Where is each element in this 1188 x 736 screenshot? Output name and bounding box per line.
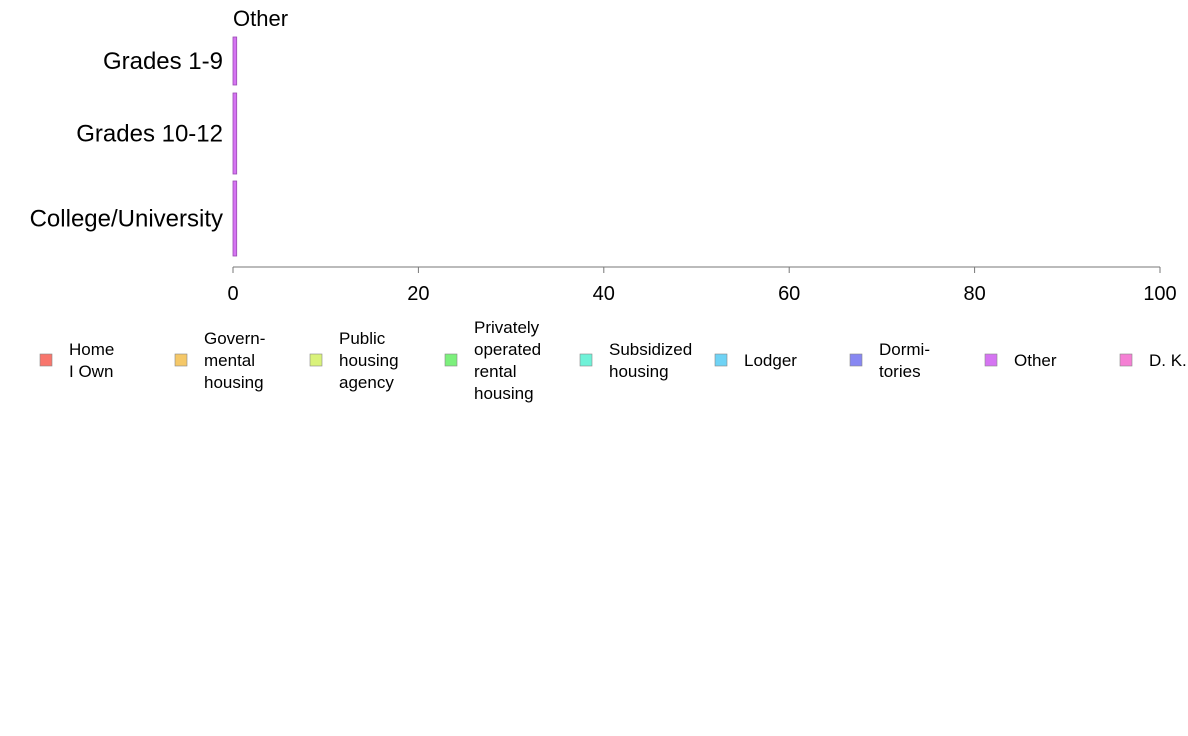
bar [232,92,238,175]
x-tick-label: 60 [778,283,800,305]
x-tick-label: 0 [227,283,238,305]
legend-label: rental [474,362,517,381]
legend-item: Public housing agency [309,329,399,392]
legend-label: Lodger [744,351,797,370]
legend-item: Privately operated rental housing [444,318,541,403]
legend-label: housing [609,362,669,381]
legend-label: I Own [69,362,113,381]
legend-label: Other [1014,351,1057,370]
legend-label: operated [474,340,541,359]
legend-item: D. K. [1119,351,1187,370]
legend-label: Privately [474,318,540,337]
legend-swatch [579,353,593,367]
chart-title: Other [233,6,288,31]
legend-label: Dormi- [879,340,930,359]
x-tick-label: 80 [963,283,985,305]
legend-label: Home [69,340,114,359]
legend-swatch [714,353,728,367]
legend-swatch [444,353,458,367]
legend-swatch [1119,353,1133,367]
legend-swatch [174,353,188,367]
legend-label: housing [204,373,264,392]
x-tick-label: 20 [407,283,429,305]
legend-label: mental [204,351,255,370]
legend-label: tories [879,362,921,381]
legend-swatch [39,353,53,367]
category-labels: Grades 1-9 Grades 10-12 College/University [30,48,223,233]
legend-label: agency [339,373,394,392]
legend-label: Subsidized [609,340,692,359]
legend-item: Subsidized housing [579,340,692,381]
legend-item: Govern-mental housing [174,329,265,392]
category-label: Grades 1-9 [103,48,223,75]
legend-label: housing [474,384,534,403]
legend-label: Govern- [204,329,265,348]
category-label: College/University [30,206,223,233]
legend-label: Public [339,329,386,348]
legend-swatch [849,353,863,367]
bar [232,180,238,257]
legend-swatch [309,353,323,367]
category-label: Grades 10-12 [76,121,223,148]
legend-label: housing [339,351,399,370]
bar [232,36,238,86]
legend-item: Other [984,351,1057,370]
x-tick-label: 100 [1143,283,1176,305]
legend-item: Dormi-tories [849,340,930,381]
x-axis: 0 20 40 60 80 100 [227,266,1177,305]
legend: Home I Own Govern-mental housing Public hous… [39,318,1187,403]
x-tick-label: 40 [593,283,615,305]
bars [232,36,238,257]
legend-item: Home I Own [39,340,114,381]
legend-item: Lodger [714,351,797,370]
legend-label: D. K. [1149,351,1187,370]
legend-swatch [984,353,998,367]
